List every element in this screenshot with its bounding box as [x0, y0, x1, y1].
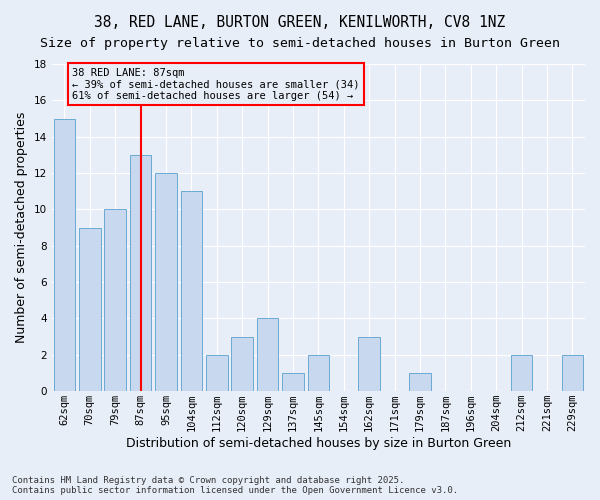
Bar — [181, 191, 202, 391]
Text: 38 RED LANE: 87sqm
← 39% of semi-detached houses are smaller (34)
61% of semi-de: 38 RED LANE: 87sqm ← 39% of semi-detache… — [72, 68, 359, 101]
Bar — [155, 173, 177, 391]
Y-axis label: Number of semi-detached properties: Number of semi-detached properties — [15, 112, 28, 344]
Text: Size of property relative to semi-detached houses in Burton Green: Size of property relative to semi-detach… — [40, 38, 560, 51]
Bar — [130, 155, 151, 391]
X-axis label: Distribution of semi-detached houses by size in Burton Green: Distribution of semi-detached houses by … — [126, 437, 511, 450]
Bar — [104, 210, 126, 391]
Bar — [206, 355, 227, 391]
Bar — [511, 355, 532, 391]
Bar — [282, 373, 304, 391]
Text: 38, RED LANE, BURTON GREEN, KENILWORTH, CV8 1NZ: 38, RED LANE, BURTON GREEN, KENILWORTH, … — [94, 15, 506, 30]
Bar — [308, 355, 329, 391]
Bar — [53, 118, 75, 391]
Bar — [562, 355, 583, 391]
Bar — [232, 336, 253, 391]
Bar — [257, 318, 278, 391]
Bar — [358, 336, 380, 391]
Bar — [79, 228, 101, 391]
Bar — [409, 373, 431, 391]
Text: Contains HM Land Registry data © Crown copyright and database right 2025.
Contai: Contains HM Land Registry data © Crown c… — [12, 476, 458, 495]
